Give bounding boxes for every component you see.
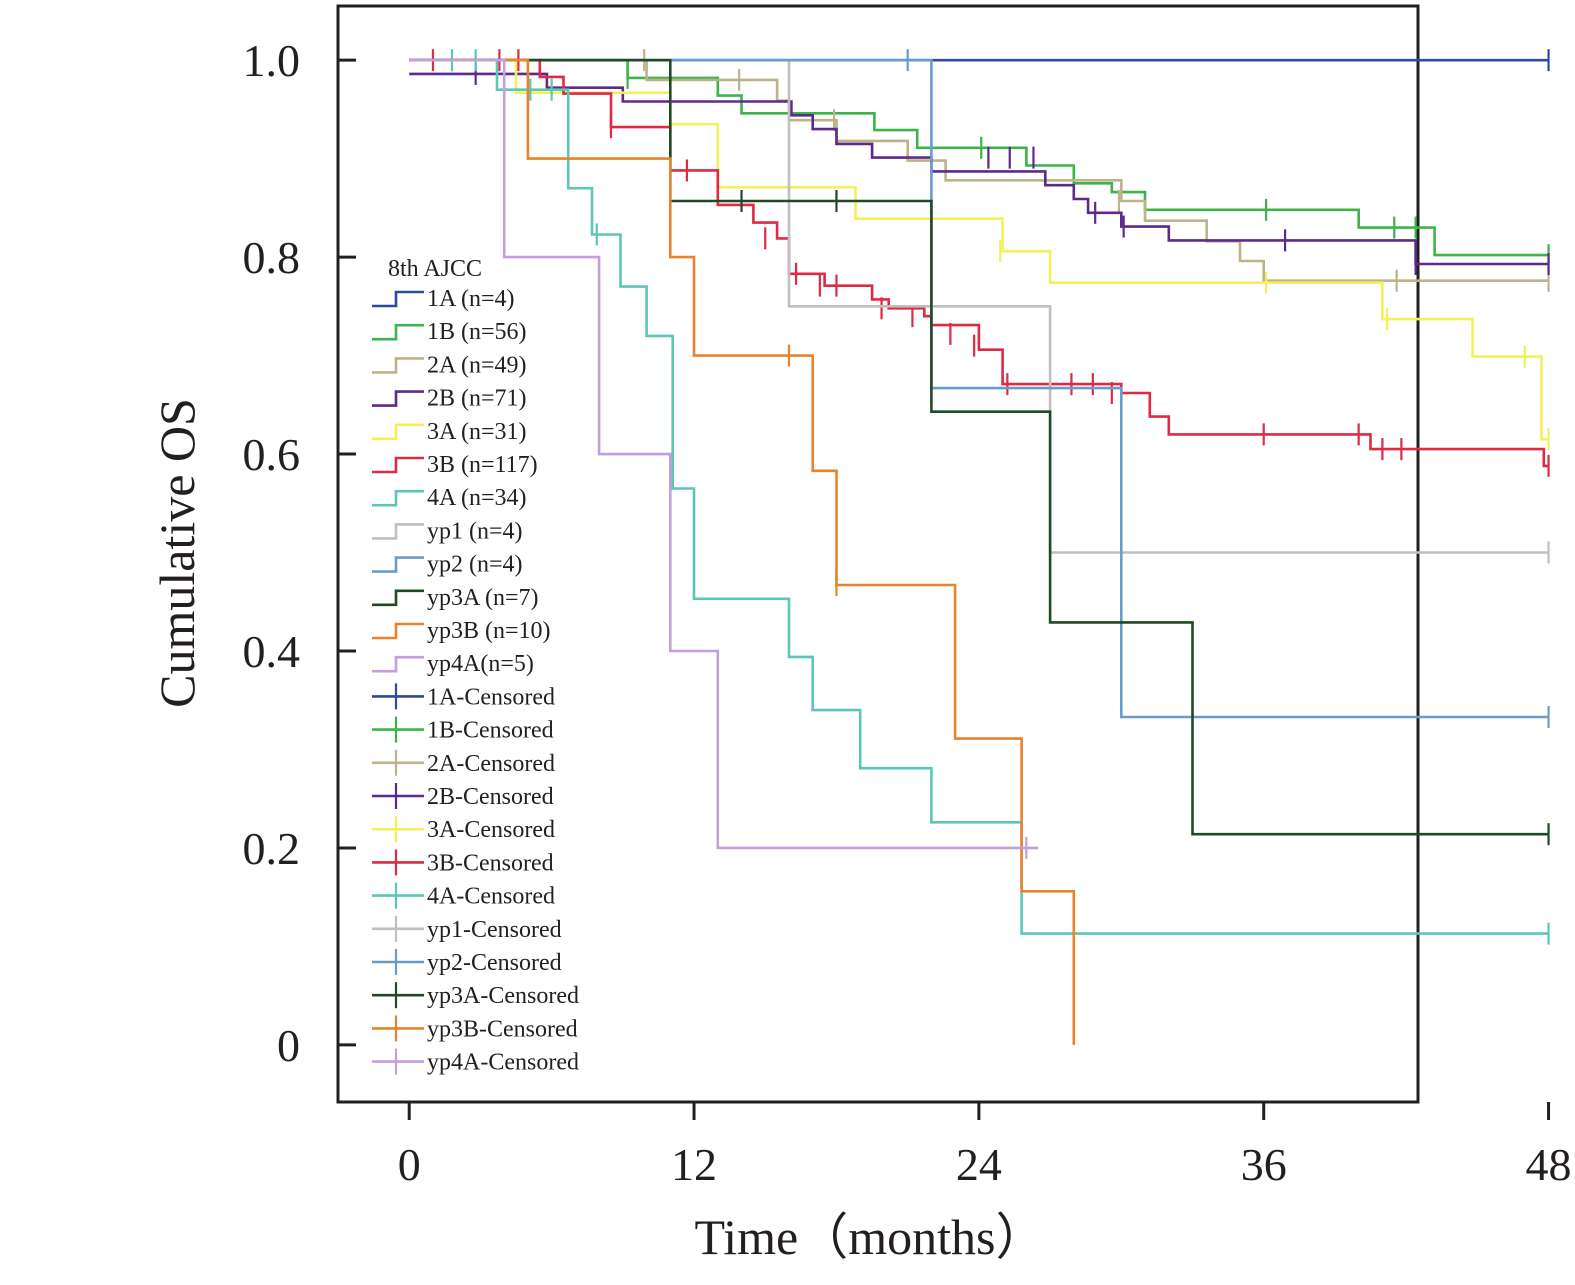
legend-censor-label: 3A-Censored: [427, 817, 555, 843]
legend-label-yp1: yp1 (n=4): [427, 518, 523, 544]
y-tick-label: 0: [277, 1020, 300, 1071]
plot-frame: [336, 4, 1420, 1104]
legend-label-1B: 1B (n=56): [427, 319, 527, 345]
curve-4A: [409, 58, 1549, 935]
legend-label-yp2: yp2 (n=4): [427, 552, 523, 578]
legend-label-1A: 1A (n=4): [427, 286, 515, 312]
legend-swatch-yp3B: [372, 622, 424, 640]
legend-censor-label: yp4A-Censored: [427, 1050, 579, 1076]
legend-swatch-yp1: [372, 523, 424, 540]
legend-censor-label: yp3B-Censored: [427, 1016, 578, 1042]
legend-swatch-3A: [372, 423, 424, 441]
legend-label-yp4A: yp4A(n=5): [427, 651, 534, 677]
x-tick-label: 0: [398, 1139, 421, 1190]
x-axis: 0 12 24 36 48: [398, 1102, 1572, 1190]
curve-2B: [409, 72, 1549, 266]
y-tick-label: 0.8: [243, 232, 301, 283]
legend-label-2A: 2A (n=49): [427, 352, 527, 378]
curve-yp3B: [409, 58, 1076, 1045]
legend-censor-label: yp2-Censored: [427, 950, 562, 976]
x-tick-label: 48: [1526, 1139, 1572, 1190]
legend-swatch-2A: [372, 357, 424, 374]
legend-title: 8th AJCC: [388, 256, 482, 282]
legend-label-yp3B: yp3B (n=10): [427, 618, 551, 644]
legend-swatch-yp3A: [372, 589, 424, 607]
legend-swatch-yp4A: [372, 655, 424, 673]
curve-3B: [409, 58, 1549, 468]
legend-label-4A: 4A (n=34): [427, 485, 527, 511]
y-tick-label: 1.0: [243, 35, 301, 86]
x-tick-label: 24: [956, 1139, 1002, 1190]
legend-label-yp3A: yp3A (n=7): [427, 585, 539, 611]
legend-censor-label: yp3A-Censored: [427, 983, 579, 1009]
legend-censor-label: 3B-Censored: [427, 850, 554, 876]
x-axis-title: Time（months）: [694, 1209, 1045, 1265]
x-tick-label: 36: [1241, 1139, 1287, 1190]
curve-yp3A: [409, 58, 1549, 836]
legend-swatch-4A: [372, 489, 424, 507]
legend-swatch-3B: [372, 456, 424, 474]
curve-yp4A: [409, 58, 1039, 850]
legend-censor-label: 1B-Censored: [427, 718, 554, 744]
y-axis: 0 0.2 0.4 0.6 0.8 1.0: [243, 35, 356, 1071]
legend-censor-label: yp1-Censored: [427, 917, 562, 943]
y-tick-label: 0.4: [243, 626, 301, 677]
legend-swatch-yp2: [372, 556, 424, 573]
legend-censor-label: 2B-Censored: [427, 784, 554, 810]
curve-yp1: [409, 58, 1549, 554]
x-tick-label: 12: [671, 1139, 717, 1190]
legend-censor-label: 2A-Censored: [427, 751, 555, 777]
curve-1B: [409, 58, 1549, 257]
curve-3A: [409, 58, 1549, 441]
legend-swatch-2B: [372, 390, 424, 407]
y-axis-title: Cumulative OS: [149, 398, 205, 708]
legend-swatch-1B: [372, 323, 424, 341]
legend: 8th AJCC 1A (n=4) 1B (n=56) 2A (n=49) 2B (n…: [372, 256, 579, 1076]
legend-censor-label: 4A-Censored: [427, 884, 555, 910]
legend-label-3A: 3A (n=31): [427, 419, 527, 445]
legend-swatch-1A: [372, 290, 424, 308]
legend-censor-label: 1A-Censored: [427, 684, 555, 710]
legend-label-2B: 2B (n=71): [427, 386, 527, 412]
survival-curves: [409, 49, 1550, 1045]
legend-label-3B: 3B (n=117): [427, 452, 538, 478]
y-tick-label: 0.6: [243, 429, 301, 480]
y-tick-label: 0.2: [243, 823, 301, 874]
